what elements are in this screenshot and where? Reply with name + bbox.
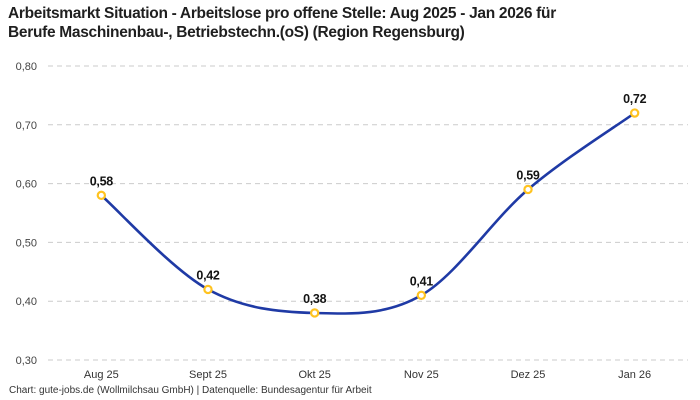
data-point-label: 0,58 [90, 174, 113, 188]
x-tick-label: Sept 25 [189, 369, 227, 381]
series-line [100, 111, 636, 315]
data-point-label: 0,72 [623, 92, 646, 106]
chart-title-line1: Arbeitsmarkt Situation - Arbeitslose pro… [8, 5, 556, 22]
x-tick-label: Jan 26 [618, 369, 651, 381]
y-tick-label: 0,40 [16, 296, 37, 308]
x-axis-labels: Aug 25 Sept 25 Okt 25 Nov 25 Dez 25 Jan 26 [84, 369, 651, 381]
x-tick-label: Aug 25 [84, 369, 119, 381]
y-tick-label: 0,60 [16, 179, 37, 191]
y-tick-label: 0,70 [16, 120, 37, 132]
data-point-label: 0,38 [303, 292, 326, 306]
data-point-marker [203, 284, 213, 295]
y-tick-label: 0,80 [16, 61, 37, 73]
x-tick-label: Dez 25 [511, 369, 546, 381]
x-tick-label: Okt 25 [298, 369, 330, 381]
chart-title: Arbeitsmarkt Situation - Arbeitslose pro… [8, 4, 696, 42]
data-point-label: 0,59 [516, 168, 539, 182]
chart-title-line2: Berufe Maschinenbau-, Betriebstechn.(oS)… [8, 24, 465, 41]
data-point-labels: 0,58 0,42 0,38 0,41 0,59 0,72 [90, 92, 647, 306]
y-tick-label: 0,50 [16, 237, 37, 249]
chart-footer: Chart: gute-jobs.de (Wollmilchsau GmbH) … [9, 385, 372, 396]
x-tick-label: Nov 25 [404, 369, 439, 381]
data-point-markers [96, 108, 640, 318]
data-point-marker [416, 290, 427, 301]
data-point-marker [629, 108, 640, 118]
y-axis-labels: 0,30 0,40 0,50 0,60 0,70 0,80 [16, 61, 37, 367]
data-point-label: 0,41 [410, 274, 433, 288]
data-point-label: 0,42 [196, 268, 219, 282]
data-point-marker [309, 308, 320, 318]
y-tick-label: 0,30 [16, 355, 37, 367]
gridlines [48, 65, 688, 361]
data-point-marker [523, 184, 533, 195]
data-point-marker [96, 190, 107, 201]
